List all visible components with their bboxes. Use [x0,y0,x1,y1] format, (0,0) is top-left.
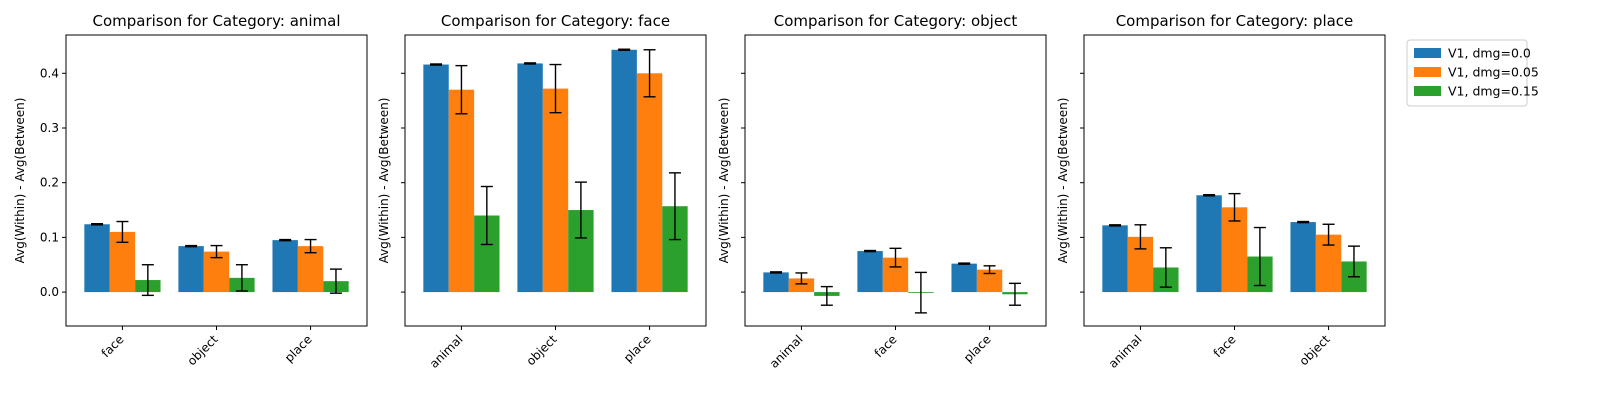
x-tick-label-animal: animal [1106,332,1145,371]
x-tick-label-animal: animal [767,332,806,371]
y-tick-label: 0.1 [40,230,59,244]
x-tick-label-face: face [1211,332,1239,360]
bar-animal-series-2 [788,278,815,293]
y-tick-label: 0.2 [40,176,59,190]
bar-place-series-1 [951,263,977,293]
legend-entry-1: V1, dmg=0.0 [1448,46,1531,61]
subplot-3: animal face place Comparison for Category: … [717,12,1047,371]
x-tick-label-face: face [99,332,127,360]
bar-face-series-1 [1196,195,1222,293]
subplot-1: 0.0 0.1 0.2 0.3 0.4 face object place Comparison… [13,12,368,368]
y-tick-label: 0.0 [40,285,59,299]
legend: V1, dmg=0.0 V1, dmg=0.05 V1, dmg=0.15 [1406,39,1539,107]
subplot-title: Comparison for Category: place [1116,12,1354,30]
bar-object-series-1 [178,246,204,293]
bar-object-series-2 [542,88,569,293]
bar-place-series-2 [976,269,1003,293]
legend-entry-2: V1, dmg=0.05 [1448,65,1539,80]
x-tick-label-place: place [282,332,315,365]
bar-place-series-1 [611,49,637,293]
bar-face-series-1 [857,251,883,293]
subplot-title: Comparison for Category: animal [92,12,340,30]
bar-animal-series-1 [1102,225,1128,293]
x-tick-label-face: face [872,332,900,360]
bar-place-series-1 [272,240,298,293]
bar-object-series-1 [517,63,543,293]
y-axis-label: Avg(Within) - Avg(Between) [717,98,731,264]
bar-place-series-2 [636,73,663,293]
legend-swatch-3 [1414,86,1441,96]
x-tick-label-animal: animal [427,332,466,371]
legend-swatch-1 [1414,48,1441,58]
bar-animal-series-2 [448,89,475,293]
bar-object-series-1 [1290,222,1316,293]
y-axis-label: Avg(Within) - Avg(Between) [377,98,391,264]
legend-swatch-2 [1414,67,1441,77]
y-axis-label: Avg(Within) - Avg(Between) [13,98,27,264]
bar-animal-series-1 [423,64,449,293]
x-tick-label-place: place [961,332,994,365]
bar-place-series-2 [297,246,324,293]
x-tick-label-place: place [621,332,654,365]
y-tick-label: 0.3 [40,121,59,135]
subplot-title: Comparison for Category: object [774,12,1018,30]
subplot-2: animal object place Comparison for Category… [377,12,707,371]
y-tick-label: 0.4 [40,66,59,80]
bar-animal-series-1 [763,272,789,293]
legend-entry-3: V1, dmg=0.15 [1448,84,1539,99]
bar-face-series-1 [84,224,110,293]
subplot-4: animal face object Comparison for Category:… [1056,12,1386,371]
x-tick-label-object: object [185,332,221,368]
y-axis-label: Avg(Within) - Avg(Between) [1056,98,1070,264]
x-tick-label-object: object [1297,332,1333,368]
x-tick-label-object: object [524,332,560,368]
bar-object-series-2 [203,251,230,293]
subplot-title: Comparison for Category: face [441,12,670,30]
